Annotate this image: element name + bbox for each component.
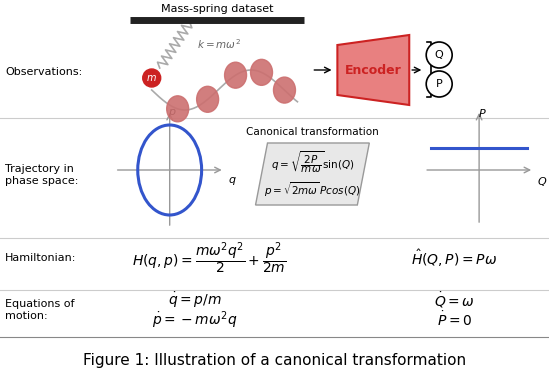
Circle shape bbox=[143, 69, 161, 87]
Circle shape bbox=[426, 42, 452, 68]
Text: $q = \sqrt{\dfrac{2P}{m\omega}}\sin(Q)$: $q = \sqrt{\dfrac{2P}{m\omega}}\sin(Q)$ bbox=[271, 150, 354, 176]
Text: $\dot{Q} = \omega$: $\dot{Q} = \omega$ bbox=[434, 290, 475, 310]
Text: $\dot{P} = 0$: $\dot{P} = 0$ bbox=[437, 311, 472, 329]
Text: Canonical transformation: Canonical transformation bbox=[246, 127, 379, 137]
Text: $p$: $p$ bbox=[168, 107, 177, 119]
Circle shape bbox=[426, 71, 452, 97]
Ellipse shape bbox=[224, 62, 246, 88]
Text: Encoder: Encoder bbox=[345, 63, 402, 76]
Polygon shape bbox=[256, 143, 369, 205]
Ellipse shape bbox=[251, 59, 272, 86]
Text: Hamiltonian:: Hamiltonian: bbox=[5, 253, 76, 263]
Text: $\hat{H}(Q,P) = P\omega$: $\hat{H}(Q,P) = P\omega$ bbox=[411, 247, 497, 269]
Ellipse shape bbox=[197, 86, 218, 112]
Text: Observations:: Observations: bbox=[5, 67, 82, 77]
Text: $p = \sqrt{2m\omega}\,Pcos(Q)$: $p = \sqrt{2m\omega}\,Pcos(Q)$ bbox=[264, 180, 361, 200]
Text: Mass-spring dataset: Mass-spring dataset bbox=[161, 4, 274, 14]
Text: Q: Q bbox=[435, 50, 443, 60]
Text: $\dot{p} = -m\omega^2 q$: $\dot{p} = -m\omega^2 q$ bbox=[152, 309, 238, 331]
Text: $k = m\omega^2$: $k = m\omega^2$ bbox=[197, 37, 240, 51]
Text: Trajectory in
phase space:: Trajectory in phase space: bbox=[5, 164, 78, 186]
Text: $q$: $q$ bbox=[228, 175, 236, 187]
Text: Figure 1: Illustration of a canonical transformation: Figure 1: Illustration of a canonical tr… bbox=[83, 353, 466, 367]
Text: $m$: $m$ bbox=[146, 73, 157, 83]
Ellipse shape bbox=[273, 77, 295, 103]
Text: $P$: $P$ bbox=[478, 107, 486, 119]
Text: Equations of
motion:: Equations of motion: bbox=[5, 299, 74, 321]
Text: P: P bbox=[436, 79, 443, 89]
Text: $H(q,p) = \dfrac{m\omega^2q^2}{2} + \dfrac{p^2}{2m}$: $H(q,p) = \dfrac{m\omega^2q^2}{2} + \dfr… bbox=[133, 240, 287, 276]
Ellipse shape bbox=[167, 96, 189, 122]
Text: $\dot{q} = p/m$: $\dot{q} = p/m$ bbox=[168, 290, 222, 310]
Text: $Q$: $Q$ bbox=[537, 175, 547, 188]
Polygon shape bbox=[337, 35, 409, 105]
